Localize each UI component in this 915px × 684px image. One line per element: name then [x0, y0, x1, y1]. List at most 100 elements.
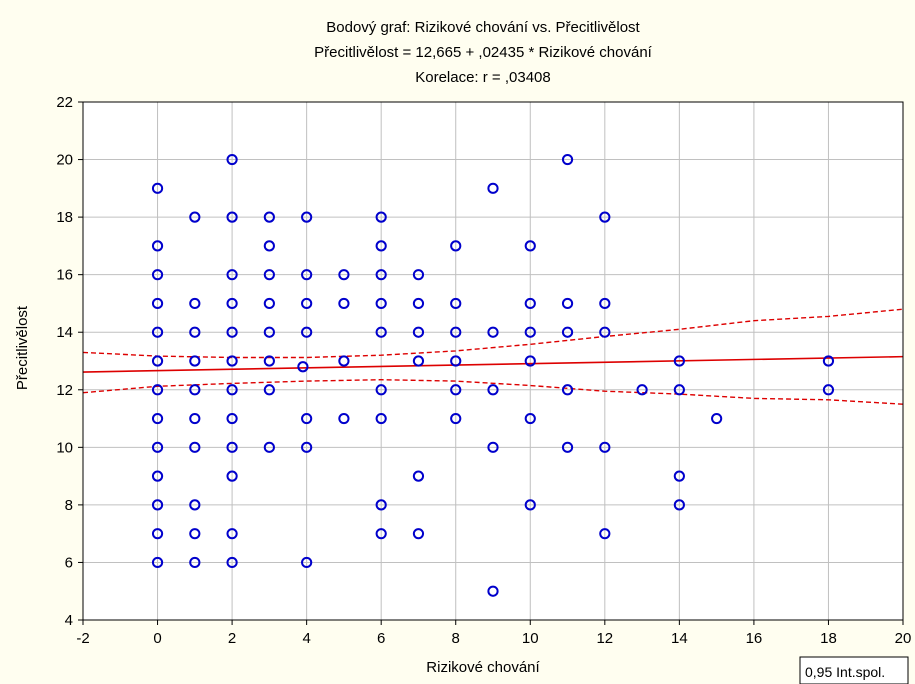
- regression-line: [82, 355, 904, 373]
- legend: 0,95 Int.spol.: [799, 656, 909, 684]
- y-axis-ticks: 4 6 8 10 12 14 16 18 20 22: [56, 94, 83, 629]
- y-tick-label: 12: [56, 382, 73, 399]
- x-tick-label: 16: [746, 630, 763, 647]
- data-point: [412, 470, 425, 482]
- data-point: [561, 326, 574, 338]
- data-point: [151, 470, 164, 482]
- regression-line-group: [82, 355, 904, 373]
- data-point: [263, 211, 275, 223]
- data-point: [450, 240, 462, 252]
- data-point: [226, 297, 238, 310]
- data-point: [151, 297, 164, 310]
- data-point: [226, 269, 238, 281]
- x-tick-label: 8: [452, 630, 460, 647]
- data-point: [263, 384, 275, 396]
- x-tick-label: 20: [895, 630, 912, 647]
- data-point: [524, 326, 536, 338]
- x-tick-label: 0: [153, 630, 161, 647]
- chart-title-group: Bodový graf: Rizikové chování vs. Přecit…: [314, 19, 653, 86]
- data-point: [487, 326, 499, 338]
- data-point: [375, 384, 387, 396]
- chart-subtitle-correlation: Korelace: r = ,03408: [415, 69, 551, 86]
- y-tick-label: 6: [65, 554, 73, 571]
- data-point: [599, 441, 611, 453]
- data-point: [599, 297, 611, 310]
- data-points: [151, 153, 835, 597]
- plot-area: [83, 102, 903, 620]
- data-point: [375, 528, 387, 540]
- chart-title: Bodový graf: Rizikové chování vs. Přecit…: [326, 19, 640, 36]
- grid-lines: [83, 102, 903, 620]
- data-point: [226, 355, 238, 367]
- data-point: [524, 297, 536, 310]
- data-point: [189, 297, 201, 310]
- data-point: [338, 297, 350, 310]
- x-tick-label: 2: [228, 630, 236, 647]
- data-point: [561, 153, 574, 166]
- data-point: [226, 153, 238, 166]
- data-point: [822, 355, 835, 367]
- data-point: [375, 240, 387, 252]
- data-point: [226, 412, 238, 425]
- data-point: [599, 528, 611, 540]
- y-tick-label: 16: [56, 267, 73, 284]
- data-point: [524, 412, 536, 425]
- data-point: [301, 441, 313, 453]
- data-point: [450, 355, 462, 367]
- data-point: [375, 297, 387, 310]
- data-point: [673, 355, 685, 367]
- data-point: [263, 326, 275, 338]
- data-point: [412, 326, 425, 338]
- data-point: [412, 355, 425, 367]
- data-point: [151, 269, 164, 281]
- data-point: [561, 441, 574, 453]
- data-point: [226, 556, 238, 569]
- data-point: [673, 499, 685, 511]
- data-point: [189, 556, 201, 569]
- data-point: [151, 499, 164, 511]
- data-point: [636, 384, 648, 396]
- data-point: [226, 441, 238, 453]
- data-point: [561, 297, 574, 310]
- y-tick-label: 18: [56, 209, 73, 226]
- x-tick-label: -2: [76, 630, 89, 647]
- data-point: [297, 361, 309, 373]
- data-point: [263, 269, 275, 281]
- data-point: [189, 355, 201, 367]
- data-point: [301, 297, 313, 310]
- data-point: [524, 499, 536, 511]
- data-point: [524, 355, 536, 367]
- data-point: [151, 556, 164, 569]
- y-tick-label: 14: [56, 324, 73, 341]
- y-tick-label: 8: [65, 497, 73, 514]
- data-point: [599, 211, 611, 223]
- data-point: [338, 269, 350, 281]
- x-axis-title: Rizikové chování: [426, 659, 540, 676]
- data-point: [301, 326, 313, 338]
- data-point: [263, 297, 275, 310]
- data-point: [375, 499, 387, 511]
- data-point: [151, 412, 164, 425]
- data-point: [263, 441, 275, 453]
- x-tick-label: 4: [302, 630, 310, 647]
- data-point: [151, 384, 164, 396]
- data-point: [226, 470, 238, 482]
- data-point: [301, 412, 313, 425]
- data-point: [189, 412, 201, 425]
- data-point: [450, 297, 462, 310]
- y-tick-label: 22: [56, 94, 73, 111]
- data-point: [822, 384, 835, 396]
- data-point: [673, 470, 685, 482]
- data-point: [301, 211, 313, 223]
- data-point: [375, 412, 387, 425]
- data-point: [412, 269, 425, 281]
- x-tick-label: 14: [671, 630, 688, 647]
- chart-subtitle-equation: Přecitlivělost = 12,665 + ,02435 * Rizik…: [314, 44, 653, 61]
- confidence-band-lower: [82, 378, 904, 405]
- data-point: [226, 211, 238, 223]
- data-point: [151, 355, 164, 367]
- y-tick-label: 4: [65, 612, 73, 629]
- data-point: [487, 585, 499, 597]
- data-point: [487, 441, 499, 453]
